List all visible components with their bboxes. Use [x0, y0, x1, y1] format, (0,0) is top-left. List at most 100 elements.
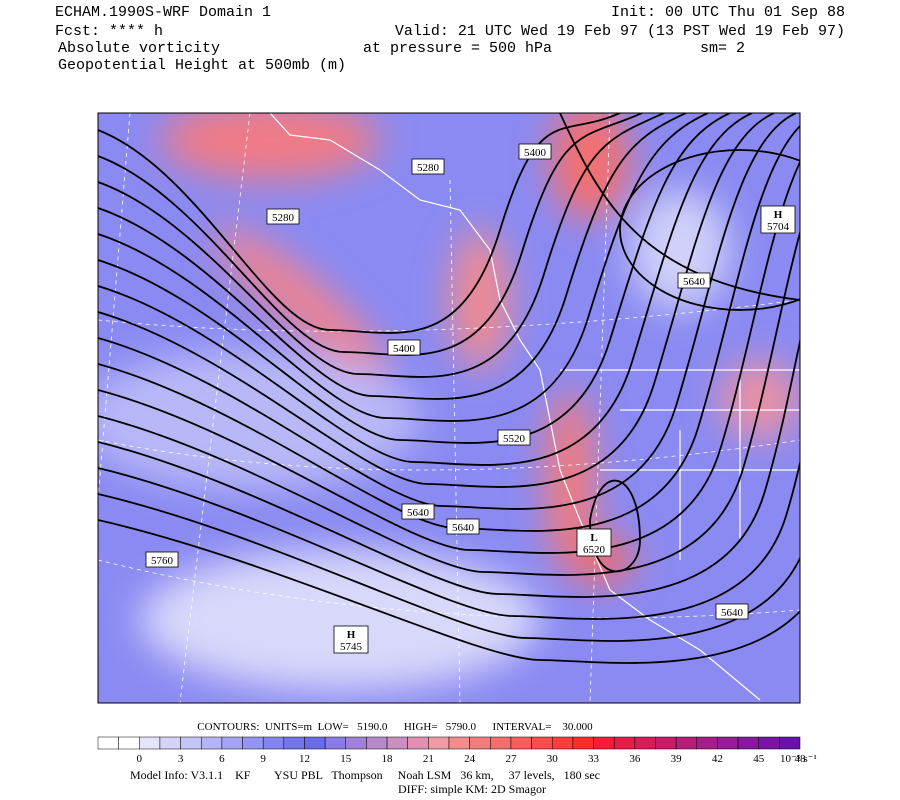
colorbar-swatch	[572, 736, 594, 750]
contour-line	[98, 113, 643, 356]
label-box	[497, 429, 531, 446]
init-time: Init: 00 UTC Thu 01 Sep 88	[611, 4, 845, 21]
colorbar-swatch	[510, 736, 532, 750]
colorbar-swatch	[283, 736, 305, 750]
contour-line	[98, 459, 800, 620]
contour-line	[98, 113, 665, 378]
label-box	[446, 518, 480, 535]
colorbar-tick-label: 18	[382, 753, 394, 765]
center-box	[760, 205, 796, 234]
center-box	[576, 528, 612, 557]
colorbar-swatch	[593, 736, 615, 750]
colorbar-swatch	[613, 736, 636, 750]
colorbar-tick-label: 48	[795, 753, 807, 765]
field-name: Absolute vorticity	[58, 40, 220, 57]
label-box	[411, 158, 445, 175]
colorbar-swatch	[737, 736, 759, 750]
colorbar-swatch	[345, 736, 367, 750]
coastlines	[269, 113, 800, 701]
contour-line	[98, 113, 797, 510]
colorbar-swatch	[655, 736, 677, 750]
colorbar-swatch	[675, 736, 698, 750]
center-value: 5704	[767, 221, 790, 233]
colorbar-tick-label: 15	[340, 753, 352, 765]
colorbar-tick-label: 33	[588, 753, 600, 765]
contour-label: 5640	[452, 522, 475, 534]
contour-line	[98, 113, 621, 334]
label-box	[401, 503, 435, 520]
label-box	[715, 603, 749, 620]
label-box	[145, 551, 179, 568]
contour-label: 5400	[524, 147, 547, 159]
contour-line	[98, 113, 731, 444]
center-value: 6520	[583, 544, 606, 556]
contour-line	[98, 113, 753, 466]
colorbar-swatch	[717, 736, 739, 750]
graticule	[98, 113, 800, 703]
contour-label: 5640	[683, 276, 706, 288]
colorbar-swatch	[448, 736, 470, 750]
contour-line	[98, 493, 800, 642]
colorbar-tick-label: 0	[137, 753, 143, 765]
colorbar-tick-label: 27	[505, 753, 517, 765]
contour-label: 5640	[407, 507, 430, 519]
model-title: ECHAM.1990S-WRF Domain 1	[55, 4, 271, 21]
colorbar-swatch	[97, 736, 119, 750]
diff-info: DIFF: simple KM: 2D Smagor	[398, 782, 546, 796]
contour-line	[619, 149, 800, 311]
colorbar-swatch	[221, 736, 243, 750]
colorbar-tick-label: 45	[753, 753, 765, 765]
contour-label: 5400	[393, 343, 416, 355]
colorbar-tick-label: 30	[547, 753, 559, 765]
contour-line	[98, 124, 800, 532]
colorbar-swatch	[180, 736, 202, 750]
smoothing: sm= 2	[700, 40, 745, 57]
center-symbol: L	[590, 532, 597, 544]
colorbar-swatch	[779, 736, 801, 750]
colorbar-swatch	[304, 736, 326, 750]
colorbar-tick-label: 12	[299, 753, 310, 765]
center-value: 5745	[340, 641, 363, 653]
contour-label: 5280	[417, 162, 440, 174]
colorbar-swatch	[118, 736, 140, 750]
overlay-name: Geopotential Height at 500mb (m)	[58, 57, 346, 74]
label-box	[677, 272, 711, 289]
colorbar-swatch	[758, 736, 780, 750]
colorbar-swatch	[200, 736, 223, 750]
colorbar-swatch	[242, 736, 264, 750]
model-info: Model Info: V3.1.1 KF YSU PBL Thompson N…	[130, 768, 600, 782]
header: ECHAM.1990S-WRF Domain 1 Fcst: **** h Ab…	[55, 4, 845, 74]
vorticity-shading	[98, 113, 800, 690]
colorbar-swatch	[531, 736, 553, 750]
contour-labels: 5280 5280 5400 5400 5520 5640 5640 5640 5640 5760…	[145, 143, 796, 654]
colorbar-swatch	[159, 736, 181, 750]
colorbar-swatch	[696, 736, 718, 750]
contour-line	[98, 336, 800, 598]
center-symbol: H	[774, 209, 783, 221]
contour-line	[98, 113, 775, 488]
label-box	[387, 339, 421, 356]
colorbar-swatch	[366, 736, 388, 750]
contour-line	[589, 479, 641, 573]
pressure: at pressure = 500 hPa	[363, 40, 552, 57]
colorbar-tick-label: 39	[671, 753, 683, 765]
contour-line	[98, 519, 800, 664]
map-field	[98, 113, 800, 703]
colorbar-swatch	[324, 736, 347, 750]
colorbar-tick-label: 42	[712, 753, 723, 765]
contour-line	[559, 113, 800, 301]
colorbar-swatch	[469, 736, 491, 750]
contour-label: 5280	[272, 212, 295, 224]
contour-label: 5520	[503, 433, 526, 445]
colorbar-swatch	[428, 736, 450, 750]
map-frame	[97, 112, 801, 704]
colorbar-tick-label: 6	[219, 753, 225, 765]
colorbar-tick-label: 24	[464, 753, 476, 765]
forecast: Fcst: **** h	[55, 23, 163, 40]
valid-time: Valid: 21 UTC Wed 19 Feb 97 (13 PST Wed …	[395, 23, 845, 40]
contour-line	[98, 113, 709, 422]
contour-info: CONTOURS: UNITS=m LOW= 5190.0 HIGH= 5790…	[197, 721, 593, 733]
colorbar-swatch	[490, 736, 512, 750]
contour-label: 5640	[721, 607, 744, 619]
